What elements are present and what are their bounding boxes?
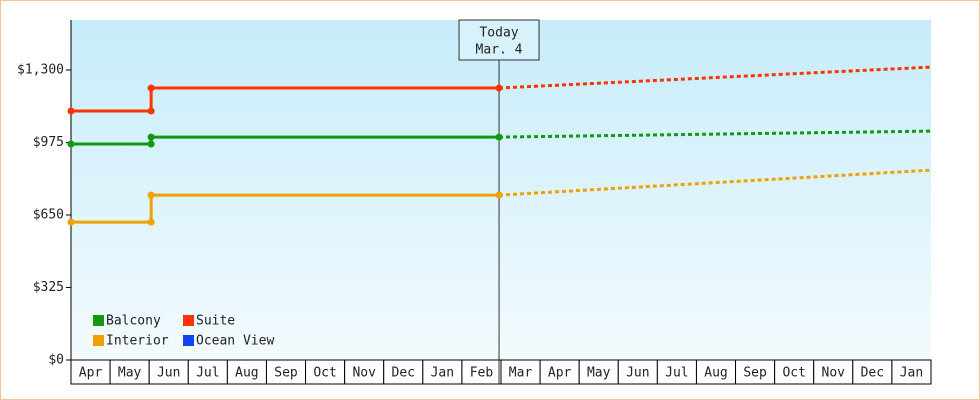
point bbox=[147, 191, 155, 199]
x-tick-label: Jan bbox=[900, 366, 923, 381]
x-tick-label: May bbox=[118, 366, 142, 381]
plot-area bbox=[71, 20, 931, 360]
y-tick-label: $325 bbox=[33, 280, 64, 295]
today-label: Today bbox=[479, 26, 518, 41]
point bbox=[147, 133, 155, 141]
x-tick-label: Apr bbox=[79, 366, 103, 381]
x-tick-label: Dec bbox=[861, 366, 884, 381]
legend-swatch bbox=[183, 315, 194, 326]
month-cell bbox=[774, 359, 815, 385]
series-line bbox=[71, 86, 500, 113]
month-cell bbox=[813, 359, 854, 385]
y-tick-label: $650 bbox=[33, 207, 64, 222]
month-cell bbox=[344, 359, 385, 385]
x-tick-label: Aug bbox=[704, 366, 727, 381]
legend-label: Balcony bbox=[106, 314, 161, 329]
month-cell bbox=[148, 359, 189, 385]
x-tick-label: Nov bbox=[352, 366, 376, 381]
x-tick-label: Oct bbox=[313, 366, 336, 381]
x-tick-label: Sep bbox=[274, 366, 298, 381]
month-cell bbox=[187, 359, 228, 385]
x-tick-label: Jul bbox=[196, 366, 219, 381]
series-line bbox=[71, 193, 500, 224]
point bbox=[147, 107, 155, 115]
point bbox=[67, 140, 75, 148]
x-tick-label: Apr bbox=[548, 366, 572, 381]
legend-label: Suite bbox=[196, 314, 235, 329]
month-cell bbox=[500, 359, 541, 385]
legend-label: Ocean View bbox=[196, 334, 274, 349]
legend-label: Interior bbox=[106, 334, 169, 349]
legend-swatch bbox=[93, 315, 104, 326]
month-cell bbox=[617, 359, 658, 385]
month-cell bbox=[422, 359, 463, 385]
y-tick-label: $0 bbox=[48, 353, 64, 368]
month-cell bbox=[109, 359, 150, 385]
month-cell bbox=[656, 359, 697, 385]
legend-swatch bbox=[183, 335, 194, 346]
point bbox=[147, 140, 155, 148]
month-cell bbox=[539, 359, 580, 385]
projection-line bbox=[498, 168, 932, 197]
x-tick-label: Dec bbox=[392, 366, 415, 381]
x-tick-label: Jun bbox=[157, 366, 180, 381]
y-tick-label: $1,300 bbox=[17, 62, 64, 77]
x-tick-label: Aug bbox=[235, 366, 258, 381]
x-tick-label: Oct bbox=[782, 366, 805, 381]
point bbox=[147, 84, 155, 92]
today-box bbox=[458, 19, 540, 61]
month-cell bbox=[735, 359, 776, 385]
today-label: Mar. 4 bbox=[476, 43, 523, 58]
x-tick-label: Nov bbox=[822, 366, 846, 381]
x-tick-label: Mar bbox=[509, 366, 533, 381]
point bbox=[67, 107, 75, 115]
legend-swatch bbox=[93, 335, 104, 346]
month-cell bbox=[852, 359, 893, 385]
month-cell bbox=[891, 359, 932, 385]
point bbox=[147, 218, 155, 226]
projection-line bbox=[499, 129, 932, 139]
month-cell bbox=[70, 359, 111, 385]
x-tick-label: Jun bbox=[626, 366, 649, 381]
x-tick-label: May bbox=[587, 366, 611, 381]
y-tick-label: $975 bbox=[33, 135, 64, 150]
x-tick-label: Jul bbox=[665, 366, 688, 381]
x-tick-label: Sep bbox=[743, 366, 767, 381]
x-tick-label: Feb bbox=[470, 366, 494, 381]
x-tick-label: Jan bbox=[431, 366, 454, 381]
point bbox=[67, 218, 75, 226]
month-cell bbox=[226, 359, 267, 385]
projection-line bbox=[498, 65, 932, 90]
